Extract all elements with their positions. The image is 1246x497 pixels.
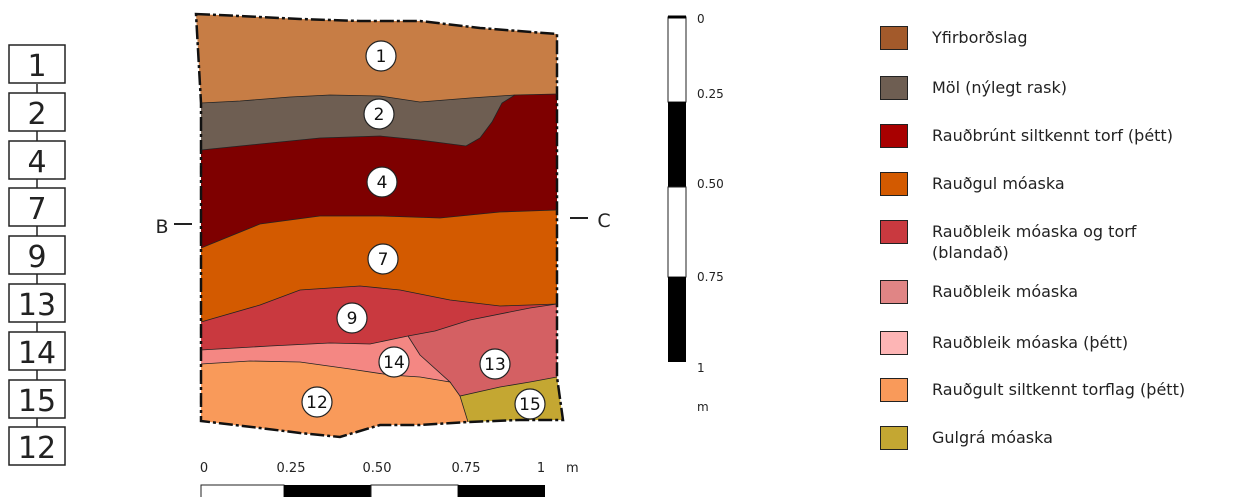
sequence-box-13 bbox=[8, 283, 66, 323]
sequence-box-14 bbox=[8, 331, 66, 371]
horizontal-scale-tick: 0.25 bbox=[277, 461, 306, 476]
layer-4-marker bbox=[366, 166, 398, 198]
horizontal-scale-tick: 0.50 bbox=[363, 461, 392, 476]
layer-9-area bbox=[201, 286, 557, 350]
legend-label: Möl (nýlegt rask) bbox=[932, 78, 1068, 97]
sequence-box-7 bbox=[8, 187, 66, 227]
legend-label: Gulgrá móaska bbox=[932, 428, 1053, 447]
horizontal-scale-tick: 0.75 bbox=[452, 461, 481, 476]
legend-item: Gulgrá móaska bbox=[880, 426, 1053, 450]
legend-item: Yfirborðslag bbox=[880, 26, 1027, 50]
layer-12-label: 12 bbox=[306, 393, 328, 413]
legend-swatch bbox=[880, 76, 908, 100]
legend-item: Möl (nýlegt rask) bbox=[880, 76, 1067, 100]
layer-1-marker bbox=[365, 40, 397, 72]
legend-swatch bbox=[880, 280, 908, 304]
legend-label: Rauðbleik móaska (þétt) bbox=[932, 333, 1129, 352]
layer-15-label: 15 bbox=[519, 395, 541, 415]
vertical-scale-tick: 0.50 bbox=[697, 177, 724, 191]
section-label-c: C bbox=[597, 210, 610, 232]
legend-label: Rauðgult siltkennt torflag (þétt) bbox=[932, 380, 1186, 399]
legend-item: Rauðgult siltkennt torflag (þétt) bbox=[880, 378, 1185, 402]
layer-15-marker bbox=[514, 388, 546, 420]
horizontal-scale-tick: 1 bbox=[537, 461, 545, 476]
vertical-scale-tick: 1 bbox=[697, 361, 705, 375]
sequence-label-15: 15 bbox=[18, 384, 56, 419]
legend-swatch bbox=[880, 378, 908, 402]
legend-swatch bbox=[880, 26, 908, 50]
legend-item: Rauðbleik móaska og torf (blandað) bbox=[880, 220, 1136, 263]
sequence-label-1: 1 bbox=[27, 49, 46, 84]
legend-swatch bbox=[880, 220, 908, 244]
layer-9-marker bbox=[336, 302, 368, 334]
sequence-label-7: 7 bbox=[27, 192, 46, 227]
layer-1-label: 1 bbox=[376, 47, 387, 67]
layer-2-marker bbox=[363, 98, 395, 130]
section-markers: B C bbox=[155, 210, 610, 238]
horizontal-scale-bar: 0 0.25 0.50 0.75 1 m bbox=[200, 461, 579, 497]
sequence-label-12: 12 bbox=[18, 431, 56, 466]
layer-12-area bbox=[201, 361, 468, 437]
horizontal-scale-tick: 0 bbox=[200, 461, 208, 476]
layer-13-area bbox=[408, 304, 557, 396]
legend-swatch bbox=[880, 426, 908, 450]
layer-14-marker bbox=[378, 346, 410, 378]
sequence-box-9 bbox=[8, 235, 66, 275]
sequence-label-14: 14 bbox=[18, 336, 56, 371]
sequence-box-4 bbox=[8, 140, 66, 180]
layer-13-marker bbox=[479, 348, 511, 380]
vertical-scale-tick: 0 bbox=[697, 12, 705, 26]
legend-label: Rauðbrúnt siltkennt torf (þétt) bbox=[932, 126, 1173, 145]
layer-7-marker bbox=[367, 243, 399, 275]
layer-14-label: 14 bbox=[383, 353, 405, 373]
layer-12-marker bbox=[301, 386, 333, 418]
layer-4-label: 4 bbox=[377, 173, 388, 193]
sequence-label-13: 13 bbox=[18, 288, 56, 323]
sequence-box-1 bbox=[8, 44, 66, 84]
legend-label: Rauðbleik móaska bbox=[932, 282, 1079, 301]
layer-13-label: 13 bbox=[484, 355, 506, 375]
legend-swatch bbox=[880, 172, 908, 196]
layer-9-label: 9 bbox=[347, 309, 358, 329]
sequence-box-15 bbox=[8, 379, 66, 419]
legend-item: Rauðgul móaska bbox=[880, 172, 1065, 196]
section-outline bbox=[194, 12, 565, 439]
sequence-label-4: 4 bbox=[27, 145, 46, 180]
horizontal-scale-unit: m bbox=[566, 461, 579, 476]
legend-swatch bbox=[880, 331, 908, 355]
legend-item: Rauðbrúnt siltkennt torf (þétt) bbox=[880, 124, 1173, 148]
layer-2-label: 2 bbox=[374, 105, 385, 125]
layer-2-area bbox=[201, 95, 515, 150]
legend-swatch bbox=[880, 124, 908, 148]
vertical-scale-unit: m bbox=[697, 400, 709, 414]
legend-label: Rauðbleik móaska og torf (blandað) bbox=[932, 222, 1137, 262]
sequence-box-2 bbox=[8, 92, 66, 132]
legend-item: Rauðbleik móaska bbox=[880, 280, 1078, 304]
sequence-box-12 bbox=[8, 426, 66, 466]
vertical-scale-tick: 0.75 bbox=[697, 270, 724, 284]
vertical-scale-tick: 0.25 bbox=[697, 87, 724, 101]
legend-item: Rauðbleik móaska (þétt) bbox=[880, 331, 1128, 355]
section-label-b: B bbox=[155, 216, 168, 238]
sequence-label-2: 2 bbox=[27, 97, 46, 132]
vertical-scale-bar: 0 0.25 0.50 0.75 1 m bbox=[667, 12, 724, 414]
layer-7-label: 7 bbox=[378, 250, 389, 270]
legend-label: Rauðgul móaska bbox=[932, 174, 1065, 193]
legend-label: Yfirborðslag bbox=[932, 28, 1028, 47]
sequence-label-9: 9 bbox=[27, 240, 46, 275]
